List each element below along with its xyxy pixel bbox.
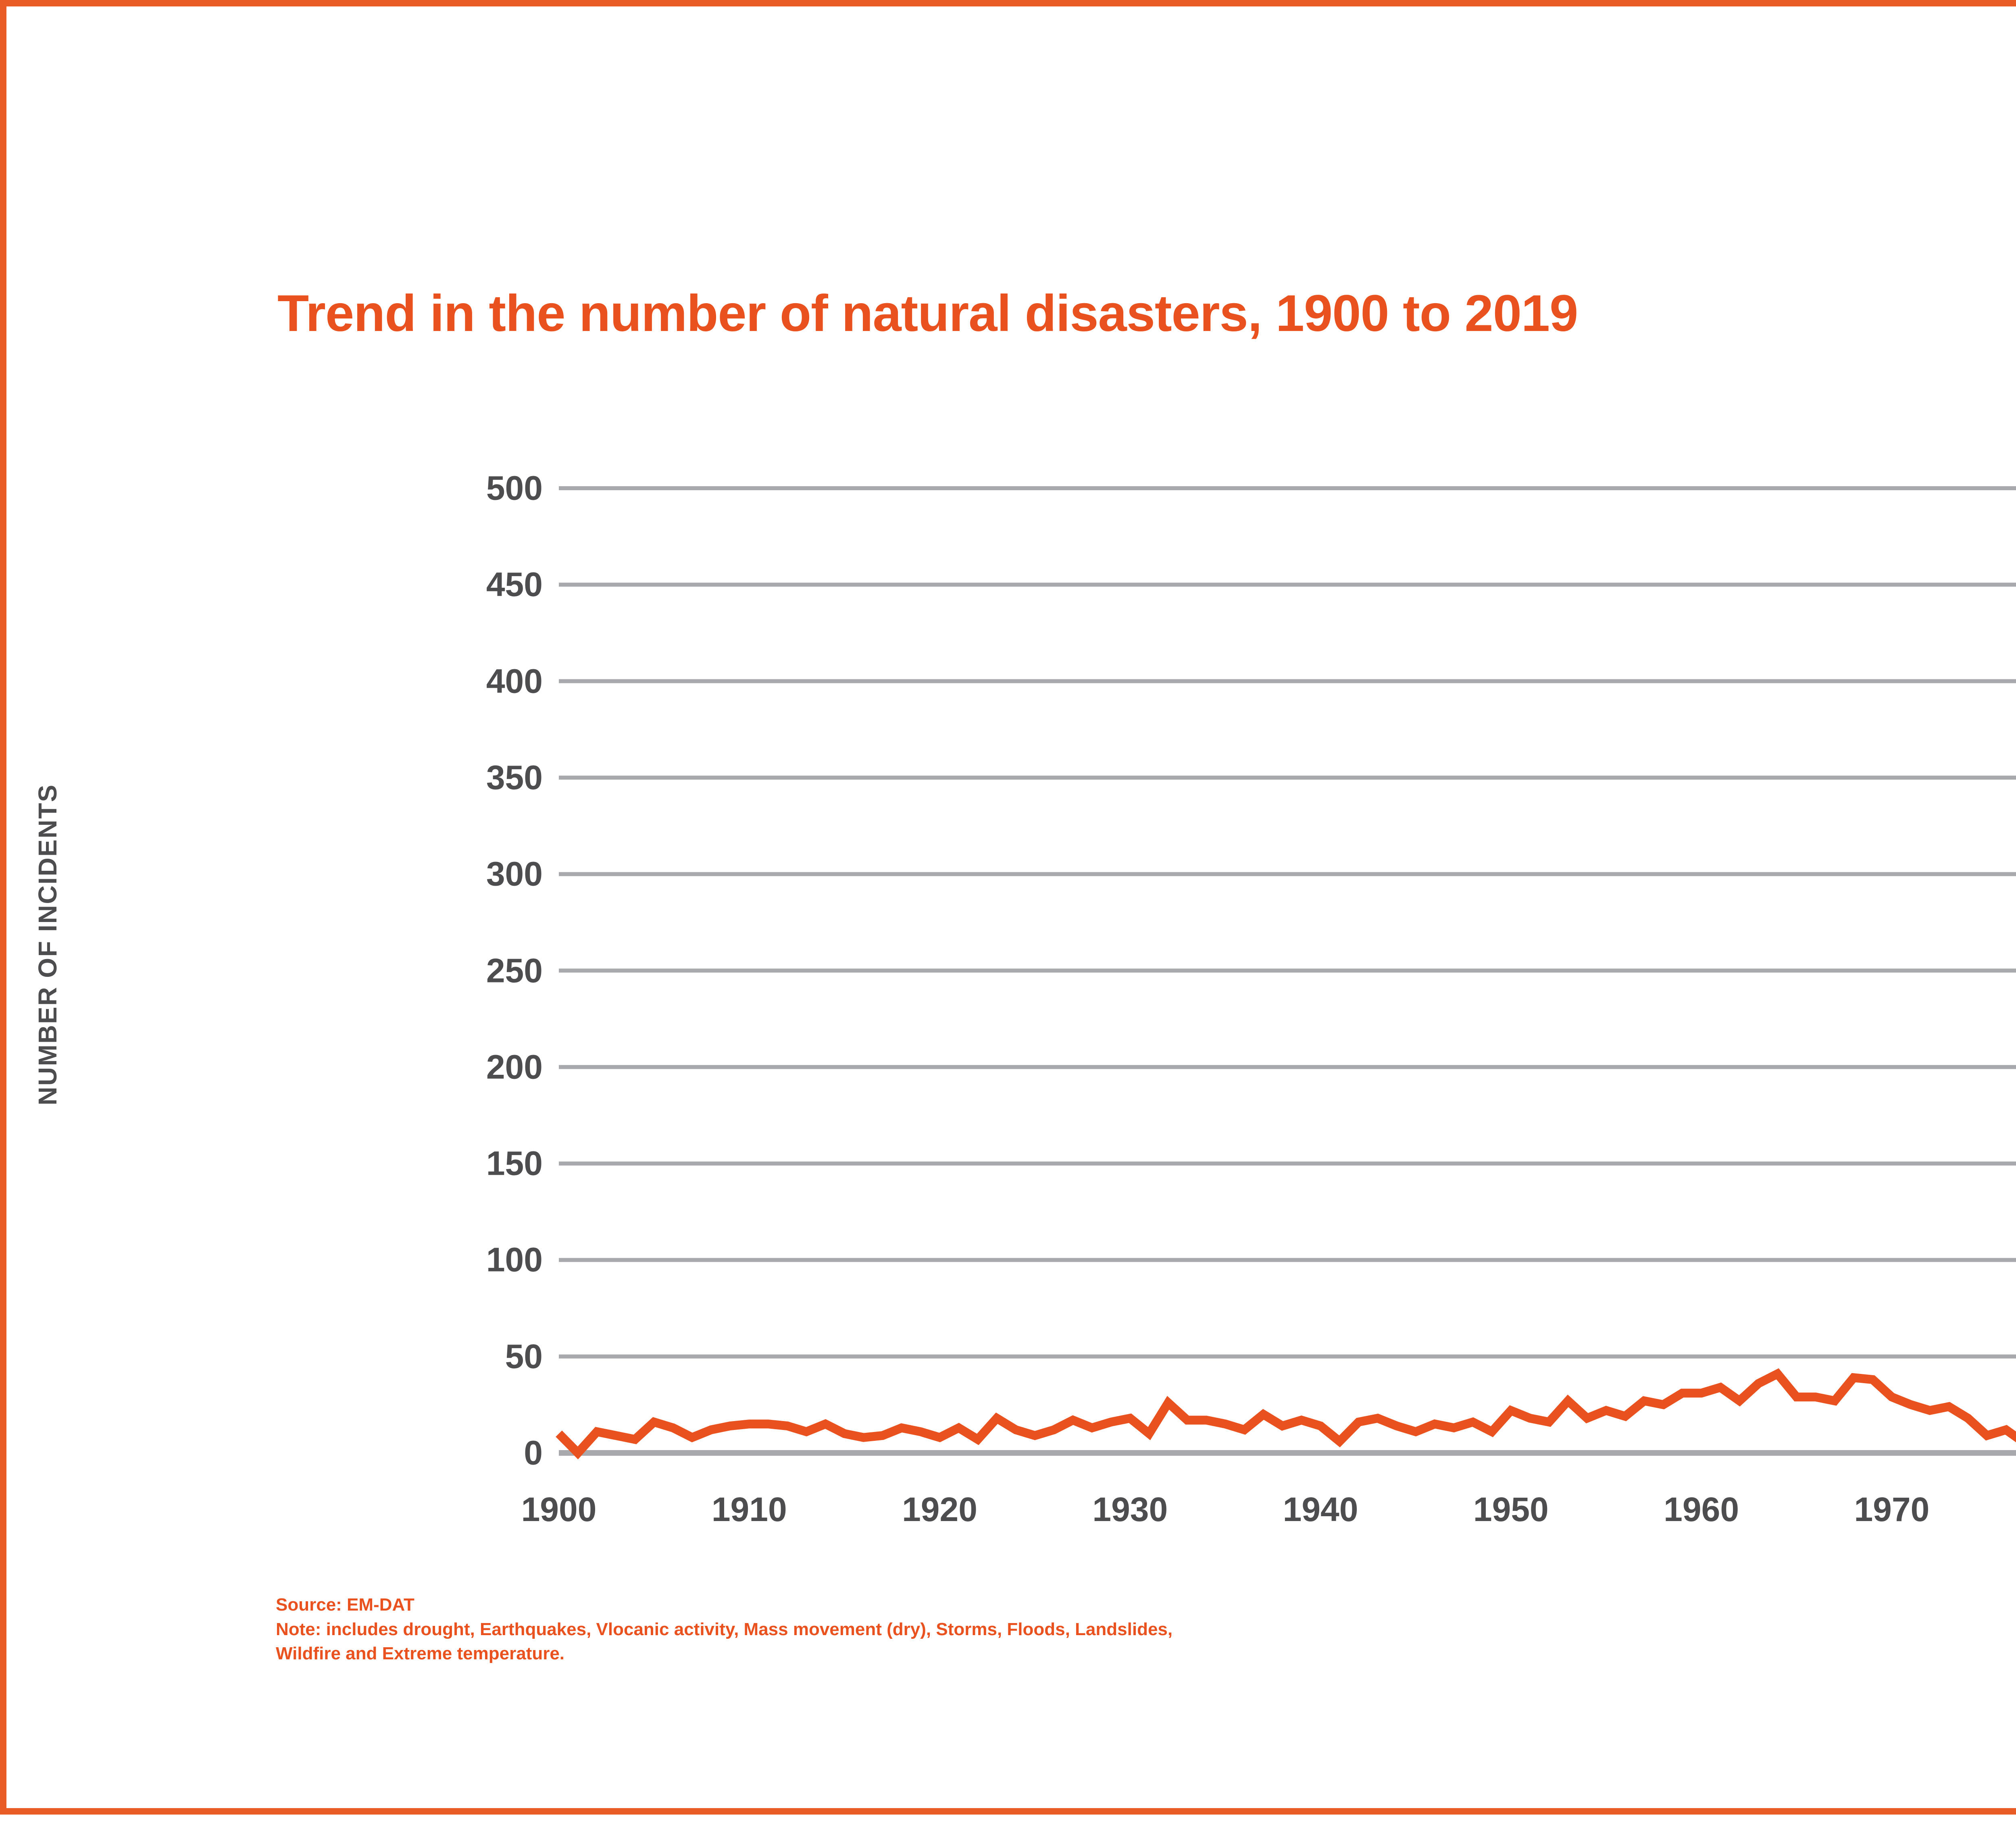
y-axis-tick: 300 <box>486 855 543 893</box>
y-axis-tick: 150 <box>486 1144 543 1182</box>
x-axis-tick: 1960 <box>1664 1490 1739 1528</box>
y-axis-tick: 0 <box>524 1434 543 1472</box>
page-title: Trend in the number of natural disasters… <box>277 285 1578 342</box>
x-axis-tick: 1970 <box>1854 1490 1930 1528</box>
x-axis-tick: 1910 <box>711 1490 787 1528</box>
y-axis-tick: 400 <box>486 662 543 700</box>
x-axis-tick: 1920 <box>902 1490 977 1528</box>
line-chart: NUMBER OF INCIDENTS 0 50 100 150 200 250 300 35… <box>6 6 2016 1821</box>
y-axis-tick: 50 <box>505 1337 543 1376</box>
y-axis-tick: 100 <box>486 1240 543 1279</box>
data-series-line <box>556 1368 2016 1460</box>
x-axis-tick: 1930 <box>1092 1490 1168 1528</box>
y-axis-tick: 250 <box>486 951 543 989</box>
footnote-note-line-2: Wildfire and Extreme temperature. <box>276 1644 565 1664</box>
x-axis-tick: 1900 <box>521 1490 597 1528</box>
x-axis-tick: 1940 <box>1283 1490 1358 1528</box>
y-axis-tick: 200 <box>486 1048 543 1086</box>
footnote-source: Source: EM-DAT <box>276 1595 414 1615</box>
footnote-note-line-1: Note: includes drought, Earthquakes, Vlo… <box>276 1619 1173 1639</box>
y-axis-tick: 500 <box>486 469 543 507</box>
y-axis-tick: 450 <box>486 565 543 604</box>
x-axis-tick: 1950 <box>1473 1490 1549 1528</box>
y-axis-tick: 350 <box>486 758 543 797</box>
gridlines <box>559 486 2016 1456</box>
chart-plot-area <box>556 486 2016 1460</box>
footnote-block: Source: EM-DAT Note: includes drought, E… <box>276 1593 1173 1666</box>
